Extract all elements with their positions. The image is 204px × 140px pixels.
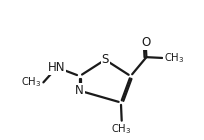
Text: O: O	[141, 36, 150, 49]
Text: CH$_3$: CH$_3$	[21, 75, 42, 89]
Text: HN: HN	[48, 61, 65, 74]
Text: CH$_3$: CH$_3$	[111, 122, 132, 136]
Text: CH$_3$: CH$_3$	[164, 51, 184, 65]
Text: N: N	[75, 84, 84, 97]
Text: S: S	[101, 53, 109, 66]
